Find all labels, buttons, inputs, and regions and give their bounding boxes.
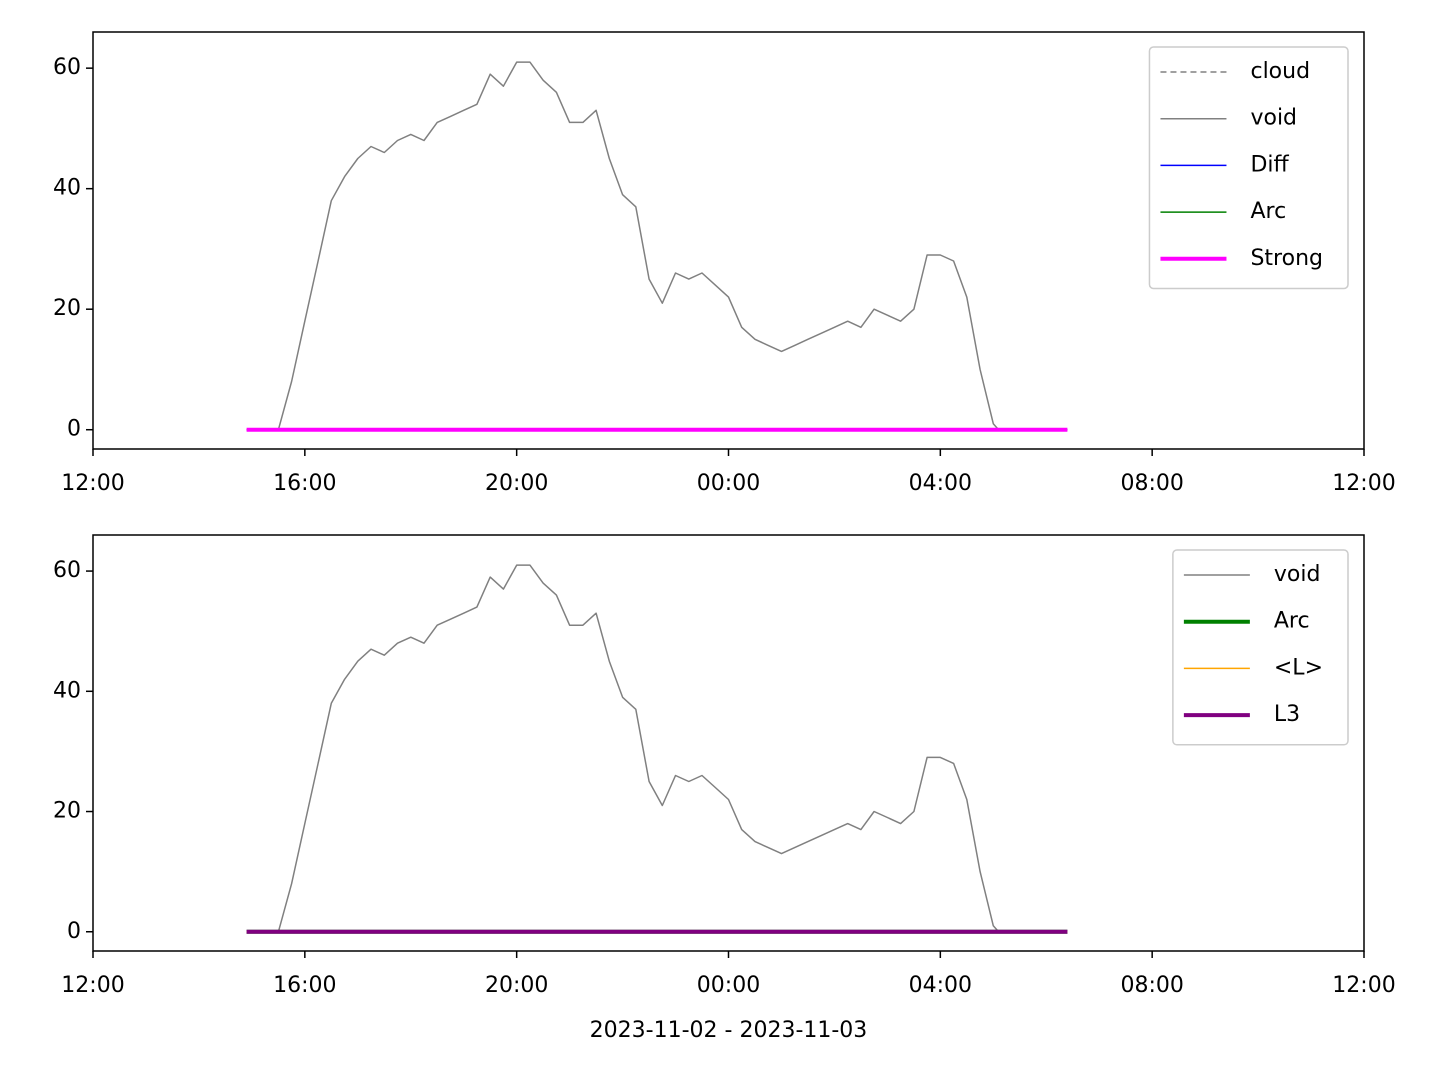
y-tick-label: 20 [53,799,81,824]
legend-box [1148,46,1349,290]
x-tick-label: 00:00 [697,973,760,998]
legend: cloud void Diff Arc Strong [1148,46,1349,290]
legend-label: void [1274,562,1321,587]
x-tick-label: 04:00 [909,973,972,998]
x-tick-label: 12:00 [1332,471,1395,496]
x-tick-label: 20:00 [485,471,548,496]
y-tick-label: 0 [67,919,81,944]
x-tick-label: 16:00 [273,973,336,998]
series-line [277,61,1000,431]
x-axis-label: 2023-11-02 - 2023-11-03 [590,1018,868,1043]
legend: void Arc <L> L3 [1172,549,1349,746]
panel: 0 20 40 60 12:00 16:00 20:00 00:00 04:00 08:00 12:… [53,31,1396,496]
legend-label: Strong [1250,246,1323,271]
y-tick-label: 20 [53,296,81,321]
x-tick-label: 04:00 [909,471,972,496]
x-tick-label: 16:00 [273,471,336,496]
legend-label: Arc [1274,609,1310,634]
y-tick-label: 0 [67,417,81,442]
x-tick-label: 20:00 [485,973,548,998]
x-tick-label: 08:00 [1120,471,1183,496]
legend-label: void [1250,106,1297,131]
x-tick-label: 12:00 [61,471,124,496]
legend-label: cloud [1250,59,1310,84]
series-line [277,564,1000,933]
y-tick-label: 60 [53,55,81,80]
legend-label: L3 [1274,702,1300,727]
y-tick-label: 40 [53,176,81,201]
legend-label: <L> [1274,655,1323,680]
plot-area [246,564,1068,934]
y-tick-label: 60 [53,558,81,583]
x-tick-label: 00:00 [697,471,760,496]
x-tick-label: 12:00 [1332,973,1395,998]
legend-box [1172,549,1349,746]
y-tick-label: 40 [53,678,81,703]
panel: 0 20 40 60 12:00 16:00 20:00 00:00 04:00 08:00 12:… [53,534,1396,1043]
x-tick-label: 12:00 [61,973,124,998]
legend-label: Diff [1250,152,1289,177]
legend-label: Arc [1250,199,1286,224]
x-tick-label: 08:00 [1120,973,1183,998]
plot-area [246,61,1068,432]
